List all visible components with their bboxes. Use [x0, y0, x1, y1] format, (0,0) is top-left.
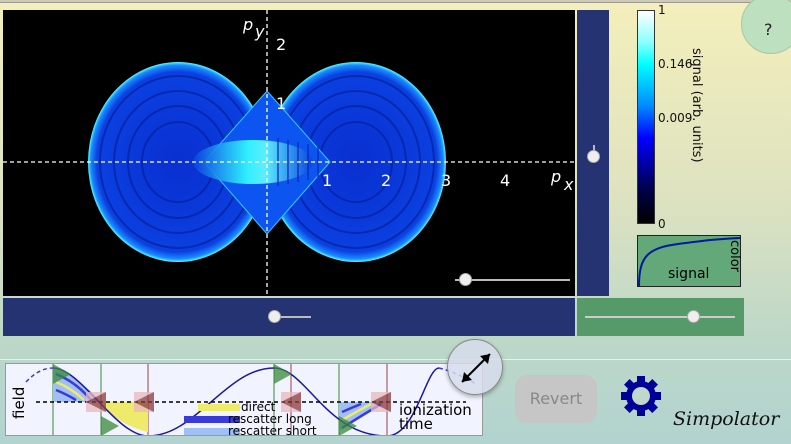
momentum-plot[interactable]: p y p x 1 2 3 4 1 2 — [3, 10, 575, 296]
y-axis-sub: y — [254, 22, 265, 41]
y-tick: 2 — [276, 35, 286, 54]
green-slider[interactable] — [577, 298, 744, 336]
y-tick: 1 — [276, 94, 286, 113]
signal-lobes — [88, 62, 446, 262]
plot-slider-knob[interactable] — [459, 273, 472, 286]
x-axis-sub: x — [563, 175, 574, 194]
mapping-y-label: color — [727, 240, 742, 273]
x-tick: 3 — [441, 171, 451, 190]
colorbar-tick: 0.009 — [658, 111, 693, 125]
legend-rescatter-short: rescatter short — [228, 424, 317, 436]
resize-button[interactable] — [447, 339, 503, 395]
x-label-line1: ionization — [399, 401, 472, 419]
color-mapping-button[interactable]: signal color — [637, 235, 742, 287]
bottom-panel — [0, 359, 791, 444]
horizontal-slider[interactable] — [3, 298, 575, 336]
y-label: field — [10, 387, 28, 419]
x-tick: 1 — [322, 171, 332, 190]
revert-label: Revert — [529, 389, 583, 408]
vertical-slider[interactable] — [577, 10, 609, 296]
colorbar-label: signal (arb. units) — [689, 48, 704, 163]
gslider-knob[interactable] — [687, 310, 700, 323]
x-tick: 2 — [381, 171, 391, 190]
legend-direct: direct — [241, 400, 276, 414]
x-label-line2: time — [399, 415, 433, 433]
field-curve — [52, 367, 440, 435]
top-border — [0, 0, 791, 3]
brand-logo: Simpolator — [673, 408, 780, 430]
hslider-knob[interactable] — [268, 310, 281, 323]
revert-button[interactable]: Revert — [515, 375, 597, 423]
vslider-stem — [593, 145, 595, 153]
hslider-track — [273, 316, 311, 318]
double-arrow-icon — [461, 353, 491, 383]
colorbar-tick: 0.146 — [658, 57, 693, 71]
y-axis-label: p — [242, 15, 253, 34]
legend-rescatter-long: rescatter long — [228, 412, 312, 426]
plot-slider-track — [455, 279, 570, 281]
gslider-track — [585, 316, 735, 318]
x-tick: 4 — [500, 171, 510, 190]
gear-icon — [621, 376, 661, 416]
colorbar-tick: 0 — [658, 217, 666, 231]
mapping-x-label: signal — [668, 266, 710, 282]
field-panel[interactable]: direct rescatter long rescatter short io… — [5, 363, 483, 436]
x-axis-label: p — [550, 167, 561, 186]
settings-button[interactable] — [620, 375, 662, 421]
colorbar — [637, 10, 655, 224]
help-label: ? — [764, 20, 773, 39]
help-button[interactable]: ? — [741, 0, 791, 54]
vslider-knob[interactable] — [587, 150, 600, 163]
axes — [3, 10, 575, 296]
colorbar-tick: 1 — [658, 3, 666, 17]
